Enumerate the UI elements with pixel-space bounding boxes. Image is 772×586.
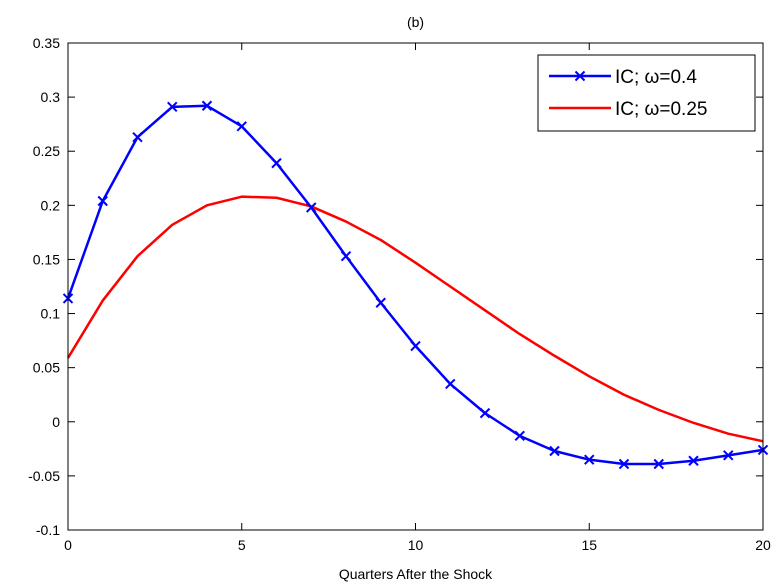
chart-title: (b) xyxy=(407,14,424,30)
data-point-marker xyxy=(445,378,456,390)
series-layer xyxy=(62,100,769,470)
legend-marker xyxy=(574,70,586,82)
x-axis-title: Quarters After the Shock xyxy=(339,566,493,582)
x-tick-label: 0 xyxy=(64,537,72,553)
legend: IC; ω=0.4 IC; ω=0.25 xyxy=(537,54,756,132)
axis-ticks xyxy=(67,42,764,531)
data-point-marker xyxy=(306,202,317,213)
data-point-marker xyxy=(97,195,108,207)
y-tick-labels: -0.1 -0.05 0 0.05 0.1 0.15 0.2 0.25 0.3 0.35 xyxy=(28,35,60,538)
data-point-marker xyxy=(375,297,386,308)
y-tick-label: 0.25 xyxy=(33,143,60,159)
data-point-marker xyxy=(236,121,247,132)
x-tick-label: 5 xyxy=(238,537,246,553)
legend-box xyxy=(537,54,756,132)
data-point-marker xyxy=(688,455,699,466)
x-tick-label: 10 xyxy=(408,537,424,553)
data-point-marker xyxy=(410,340,421,352)
y-tick-label: -0.1 xyxy=(36,522,60,538)
legend-label: IC; ω=0.4 xyxy=(615,67,697,88)
data-point-marker xyxy=(618,458,630,470)
legend-label: IC; ω=0.25 xyxy=(615,99,707,120)
series-line xyxy=(66,195,764,443)
data-point-marker xyxy=(653,458,664,470)
data-point-marker xyxy=(479,407,491,419)
data-point-marker xyxy=(167,101,178,113)
y-tick-label: -0.05 xyxy=(28,468,60,484)
data-point-marker xyxy=(584,454,595,465)
y-tick-label: 0.2 xyxy=(41,197,61,213)
data-point-marker xyxy=(549,445,560,457)
data-point-marker xyxy=(132,131,143,143)
legend-item: IC; ω=0.4 xyxy=(549,67,697,88)
x-tick-label: 15 xyxy=(581,537,597,553)
data-point-marker xyxy=(514,430,525,442)
data-point-marker xyxy=(723,450,734,461)
y-tick-label: 0 xyxy=(52,414,60,430)
data-point-marker xyxy=(340,250,352,262)
y-tick-label: 0.15 xyxy=(33,251,60,267)
legend-items: IC; ω=0.4 IC; ω=0.25 xyxy=(549,67,707,120)
x-tick-labels: 0 5 10 15 20 xyxy=(64,537,771,553)
x-tick-label: 20 xyxy=(755,537,771,553)
data-point-marker xyxy=(271,157,282,169)
data-point-marker xyxy=(201,100,213,111)
legend-item: IC; ω=0.25 xyxy=(549,99,707,120)
y-tick-label: 0.35 xyxy=(33,35,60,51)
y-tick-label: 0.05 xyxy=(33,360,60,376)
y-tick-label: 0.3 xyxy=(41,89,61,105)
y-tick-label: 0.1 xyxy=(41,306,61,322)
